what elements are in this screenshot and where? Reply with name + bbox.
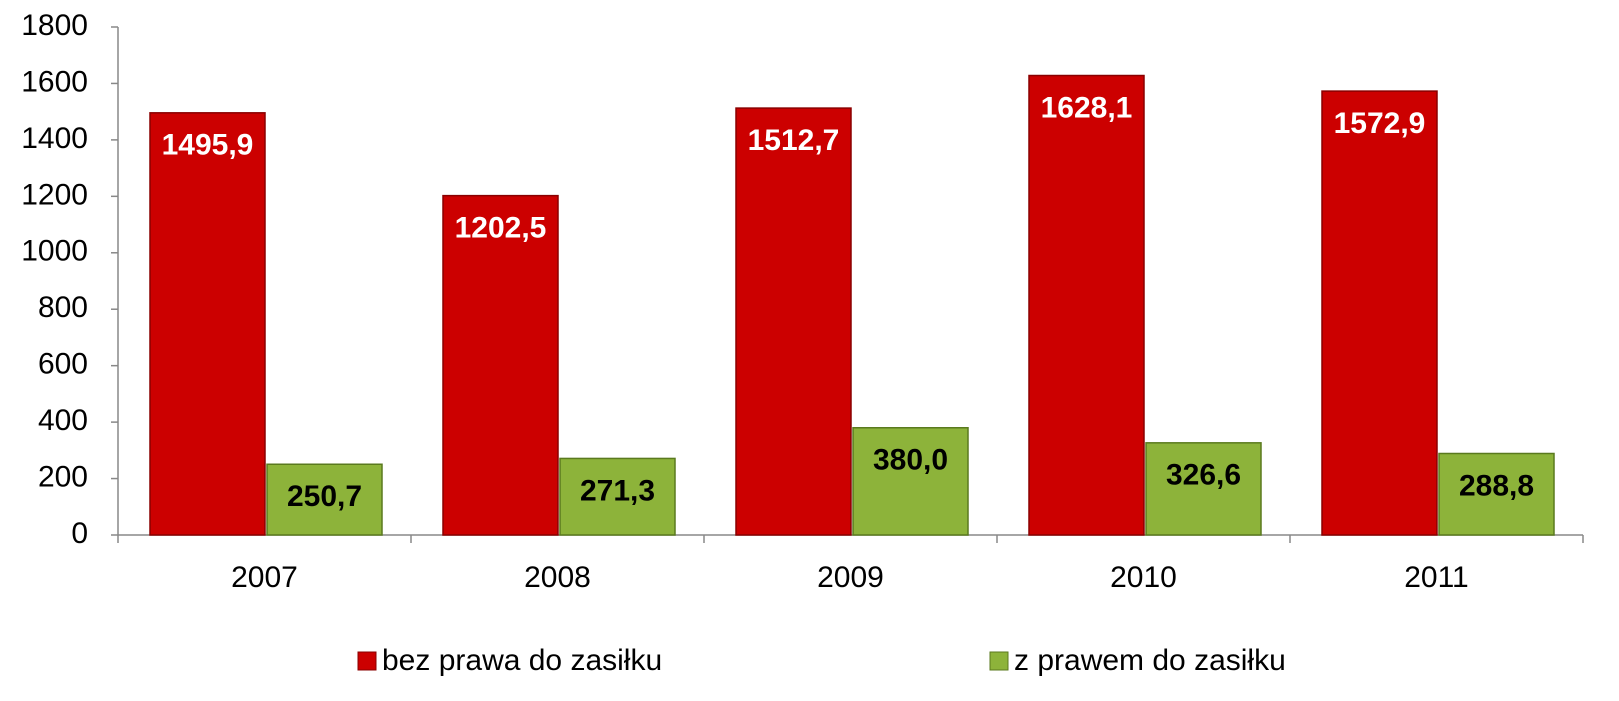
bar — [1028, 74, 1145, 536]
x-tick-label: 2010 — [1110, 561, 1177, 594]
y-tick-label: 1400 — [21, 122, 88, 155]
data-label: 271,3 — [580, 474, 655, 507]
data-label: 1512,7 — [748, 124, 840, 157]
bar — [1145, 442, 1262, 536]
data-label: 1572,9 — [1334, 107, 1426, 140]
bar — [1321, 90, 1438, 536]
legend-swatch — [989, 651, 1009, 671]
legend-label: z prawem do zasiłku — [1014, 644, 1286, 677]
y-tick-label: 1800 — [21, 9, 88, 42]
data-label: 1628,1 — [1041, 91, 1133, 124]
data-label: 288,8 — [1459, 469, 1534, 502]
x-tick-label: 2008 — [524, 561, 591, 594]
y-tick-label: 200 — [38, 460, 88, 493]
bar — [852, 427, 969, 536]
data-label: 250,7 — [287, 480, 362, 513]
bar — [735, 107, 852, 536]
x-tick-label: 2007 — [231, 561, 298, 594]
legend-label: bez prawa do zasiłku — [382, 644, 662, 677]
y-tick-label: 400 — [38, 404, 88, 437]
x-tick-label: 2011 — [1404, 561, 1469, 594]
bar — [442, 194, 559, 536]
bar — [266, 463, 383, 536]
y-tick-label: 1000 — [21, 235, 88, 268]
data-label: 380,0 — [873, 444, 948, 477]
legend-swatch — [357, 651, 377, 671]
y-tick-label: 800 — [38, 291, 88, 324]
bar — [559, 457, 676, 536]
bar — [1438, 452, 1555, 536]
y-tick-label: 600 — [38, 348, 88, 381]
data-label: 1495,9 — [162, 129, 254, 162]
y-tick-label: 0 — [71, 517, 88, 550]
y-tick-label: 1200 — [21, 178, 88, 211]
bar — [149, 112, 266, 536]
y-tick-label: 1600 — [21, 65, 88, 98]
x-tick-label: 2009 — [817, 561, 884, 594]
data-label: 326,6 — [1166, 459, 1241, 492]
data-label: 1202,5 — [455, 212, 547, 245]
